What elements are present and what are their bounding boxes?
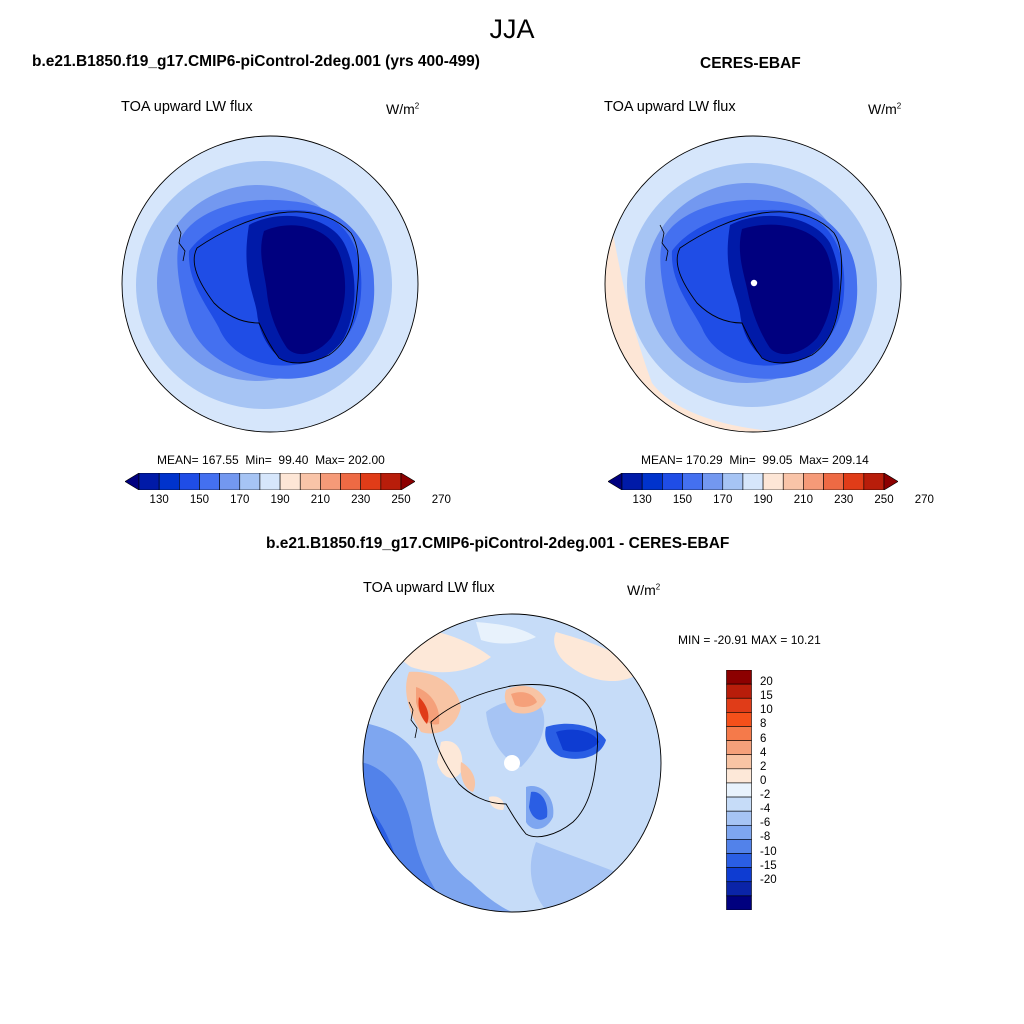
diff-minmax: MIN = -20.91 MAX = 10.21 (678, 633, 821, 647)
model-units-label: W/m2 (386, 101, 420, 117)
diff-colorbar-group: 20 15 10 8 6 4 2 0 -2 -4 -6 -8 -10 -15 -20 (726, 670, 816, 912)
colorbar-tick-label: -2 (760, 789, 771, 802)
colorbar-tick-label: 8 (760, 718, 767, 731)
diff-units-label: W/m2 (627, 582, 661, 598)
colorbar-tick-label: 20 (760, 676, 773, 689)
colorbar-tick-label: -6 (760, 817, 771, 830)
colorbar-tick-label: 210 (793, 494, 813, 506)
colorbar-swatch (843, 473, 865, 490)
model-stats: MEAN= 167.55 Min= 99.40 Max= 202.00 (157, 453, 385, 467)
colorbar-swatch (400, 473, 415, 490)
colorbar-tick-label: 15 (760, 690, 773, 703)
colorbar-swatch (621, 473, 643, 490)
colorbar-swatch (722, 473, 744, 490)
colorbar-swatch (219, 473, 241, 490)
colorbar-tick-label: -10 (760, 845, 777, 858)
colorbar-swatch (682, 473, 703, 490)
colorbar-swatch (641, 473, 663, 490)
colorbar-tick-label: 190 (270, 494, 290, 506)
model-colorbar-ticks: 130 150 170 190 210 230 250 270 (125, 494, 451, 510)
model-variable-label: TOA upward LW flux (121, 99, 253, 115)
diff-colorbar (726, 670, 752, 910)
colorbar-tick-label: 230 (351, 494, 371, 506)
colorbar-swatch (239, 473, 261, 490)
colorbar-swatch (125, 473, 140, 490)
colorbar-tick-label: 250 (874, 494, 894, 506)
colorbar-swatch (138, 473, 160, 490)
colorbar-tick-label: 4 (760, 746, 767, 759)
obs-panel-title: CERES-EBAF (700, 55, 801, 72)
obs-variable-label: TOA upward LW flux (604, 99, 736, 115)
obs-polar-map (604, 135, 902, 433)
colorbar-swatch (360, 473, 382, 490)
colorbar-tick-label: -8 (760, 831, 771, 844)
colorbar-swatch (863, 473, 885, 490)
obs-stats: MEAN= 170.29 Min= 99.05 Max= 209.14 (641, 453, 869, 467)
diff-panel-title: b.e21.B1850.f19_g17.CMIP6-piControl-2deg… (266, 535, 730, 552)
colorbar-tick-label: 170 (230, 494, 250, 506)
season-title: JJA (489, 14, 535, 44)
colorbar-tick-label: 2 (760, 760, 767, 773)
colorbar-swatch (320, 473, 341, 490)
model-colorbar (125, 473, 415, 490)
colorbar-swatch (823, 473, 844, 490)
obs-units-label: W/m2 (868, 101, 902, 117)
colorbar-tick-label: 0 (760, 774, 767, 787)
colorbar-swatch (782, 473, 804, 490)
colorbar-swatch (762, 473, 784, 490)
colorbar-swatch (883, 473, 898, 490)
colorbar-tick-label: 150 (189, 494, 210, 506)
colorbar-tick-label: 150 (672, 494, 693, 506)
colorbar-swatch (608, 473, 623, 490)
colorbar-tick-label: -20 (760, 873, 777, 886)
colorbar-tick-label: 10 (760, 704, 773, 717)
colorbar-tick-label: 250 (391, 494, 411, 506)
colorbar-tick-label: 190 (753, 494, 773, 506)
diff-variable-label: TOA upward LW flux (363, 580, 495, 596)
colorbar-swatch (662, 473, 683, 490)
colorbar-tick-label: -4 (760, 803, 771, 816)
colorbar-swatch (803, 473, 824, 490)
obs-colorbar (608, 473, 898, 490)
colorbar-swatch (742, 473, 764, 490)
colorbar-swatch (299, 473, 321, 490)
colorbar-swatch (340, 473, 361, 490)
colorbar-swatch (199, 473, 220, 490)
colorbar-tick-label: 170 (713, 494, 733, 506)
obs-colorbar-ticks: 130 150 170 190 210 230 250 270 (608, 494, 934, 510)
colorbar-swatch (179, 473, 200, 490)
colorbar-tick-label: -15 (760, 859, 777, 872)
colorbar-swatch (380, 473, 402, 490)
diff-polar-map (362, 613, 662, 913)
diff-colorbar-ticks: 20 15 10 8 6 4 2 0 -2 -4 -6 -8 -10 -15 -20 (726, 670, 816, 910)
colorbar-swatch (726, 895, 752, 910)
colorbar-tick-label: 230 (834, 494, 854, 506)
colorbar-tick-label: 130 (632, 494, 652, 506)
model-polar-map (121, 135, 419, 433)
colorbar-swatch (259, 473, 281, 490)
colorbar-swatch (702, 473, 724, 490)
colorbar-swatch (279, 473, 301, 490)
colorbar-tick-label: 210 (310, 494, 330, 506)
colorbar-tick-label: 270 (431, 494, 451, 506)
colorbar-tick-label: 270 (914, 494, 934, 506)
model-panel-title: b.e21.B1850.f19_g17.CMIP6-piControl-2deg… (32, 53, 480, 70)
colorbar-swatch (158, 473, 180, 490)
colorbar-tick-label: 6 (760, 732, 767, 745)
colorbar-tick-label: 130 (149, 494, 169, 506)
